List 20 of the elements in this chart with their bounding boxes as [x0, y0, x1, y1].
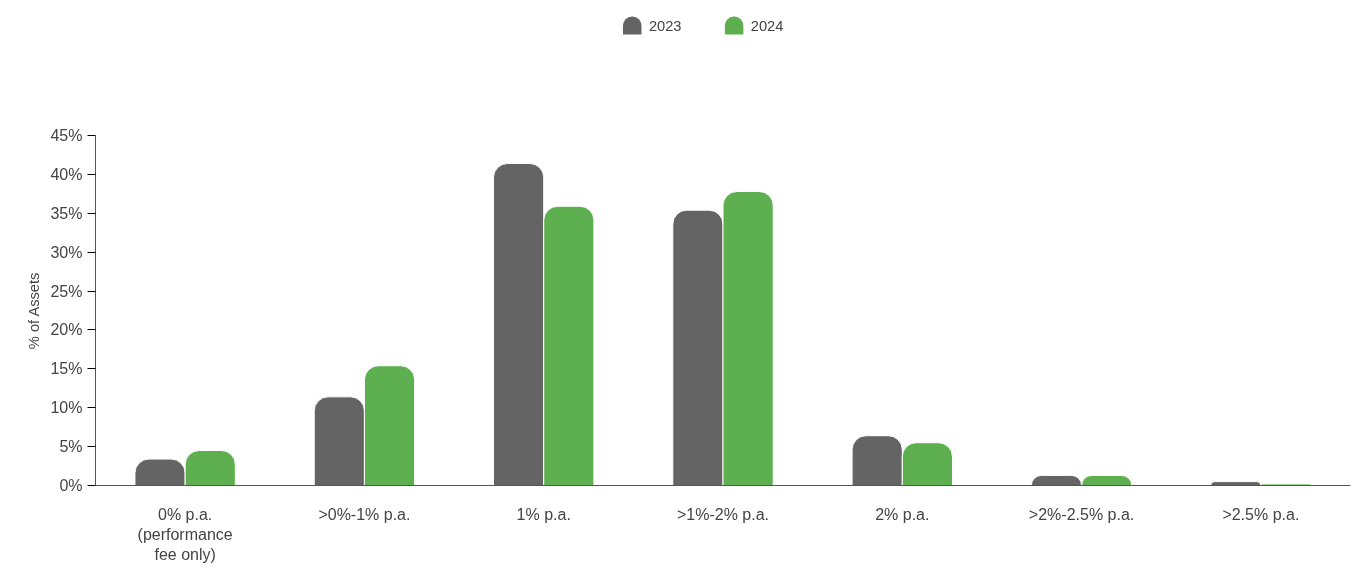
y-tick-label: 0%: [59, 477, 83, 494]
x-tick-label: 1% p.a.: [516, 505, 571, 523]
y-tick-label: 5%: [59, 438, 83, 456]
y-tick-label: 20%: [50, 321, 83, 339]
y-tick-label: 30%: [50, 243, 83, 261]
y-axis-title: % of Assets: [26, 272, 43, 350]
y-tick-label: 40%: [50, 165, 83, 183]
x-tick-label: >0%-1% p.a.: [318, 505, 411, 523]
y-tick-label: 45%: [50, 127, 83, 144]
y-tick-label: 35%: [50, 204, 83, 222]
x-tick-label: >1%-2% p.a.: [676, 505, 770, 523]
y-tick-label: 15%: [50, 360, 83, 378]
x-tick-label: >2.5% p.a.: [1222, 505, 1300, 523]
x-tick-label: 2% p.a.: [875, 505, 930, 523]
legend-label: 2023: [648, 17, 682, 34]
legend-label: 2024: [750, 17, 784, 34]
y-tick-label: 10%: [50, 399, 83, 417]
y-tick-label: 25%: [50, 282, 83, 300]
x-tick-label: 0% p.a. (performance fee only): [137, 505, 233, 564]
x-tick-label: >2%-2.5% p.a.: [1028, 505, 1135, 523]
